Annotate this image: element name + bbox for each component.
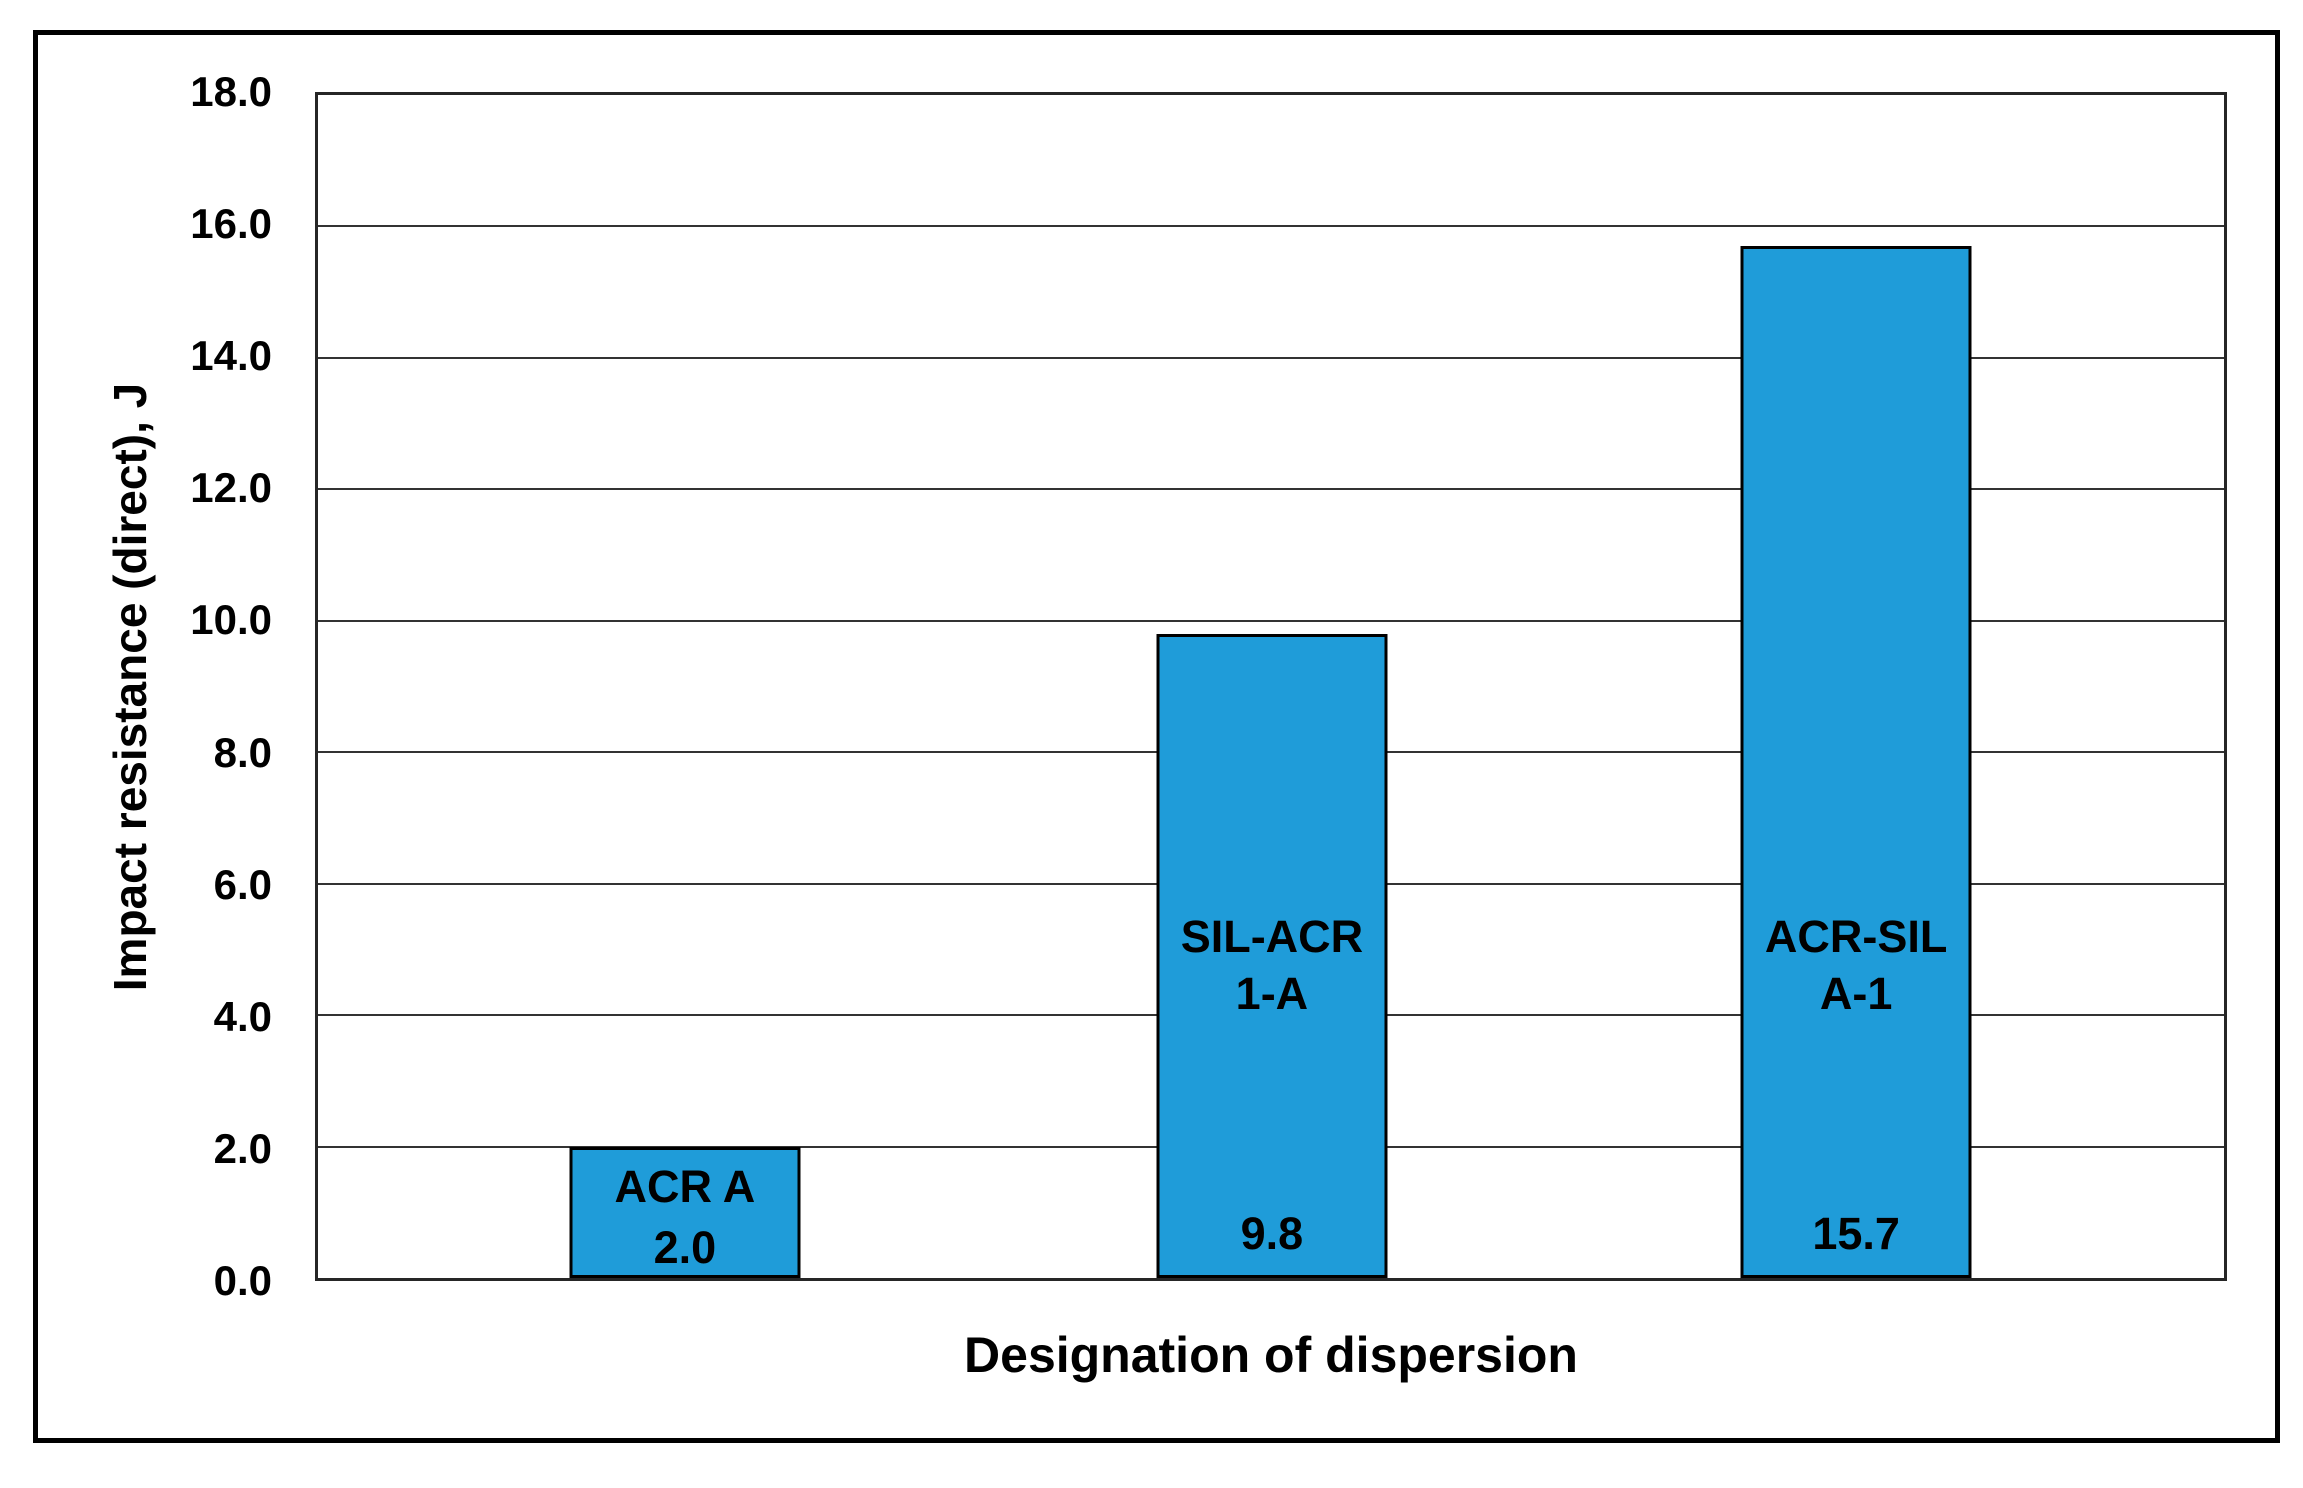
bar-category-label-line: SIL-ACR	[1180, 911, 1364, 962]
bar-sil-acr-1-a: SIL-ACR 1-A 9.8	[1156, 633, 1388, 1278]
bar-category-label-line: ACR-SIL	[1764, 911, 1948, 962]
y-tick-label: 14.0	[190, 332, 272, 380]
x-axis-title: Designation of dispersion	[964, 1327, 1578, 1383]
bar-category-label-line: 1-A	[1235, 968, 1309, 1019]
y-tick-label: 10.0	[190, 596, 272, 644]
bar-category-label-line: ACR A	[614, 1161, 756, 1212]
y-tick-label: 6.0	[213, 860, 272, 908]
y-tick-label: 12.0	[190, 464, 272, 512]
bar-category-label: ACR-SIL A-1	[1724, 908, 1989, 1022]
y-tick-label: 0.0	[213, 1257, 272, 1304]
bar-value-label: 2.0	[653, 1222, 717, 1273]
bar-category-label: SIL-ACR 1-A	[1139, 908, 1404, 1022]
y-tick-label: 18.0	[190, 68, 272, 115]
gridline	[318, 225, 2224, 228]
y-axis-tick-labels: 0.0 2.0 4.0 6.0 8.0 10.0 12.0 14.0 16.0 18.0	[0, 71, 272, 1302]
bar-category-label: ACR A	[552, 1158, 817, 1215]
bar-value-label: 9.8	[1240, 1208, 1304, 1259]
y-tick-label: 2.0	[213, 1124, 272, 1172]
y-tick-label: 16.0	[190, 200, 272, 248]
bar-category-label-line: A-1	[1819, 968, 1893, 1019]
bar-acr-a: ACR A 2.0	[569, 1146, 801, 1278]
y-tick-label: 8.0	[213, 728, 272, 776]
bar-value-label: 15.7	[1812, 1208, 1900, 1259]
plot-area: ACR A 2.0 SIL-ACR 1-A 9.8 ACR-SIL A-1 15.7	[315, 92, 2227, 1281]
y-tick-label: 4.0	[213, 992, 272, 1040]
bar-acr-sil-a-1: ACR-SIL A-1 15.7	[1740, 246, 1972, 1278]
